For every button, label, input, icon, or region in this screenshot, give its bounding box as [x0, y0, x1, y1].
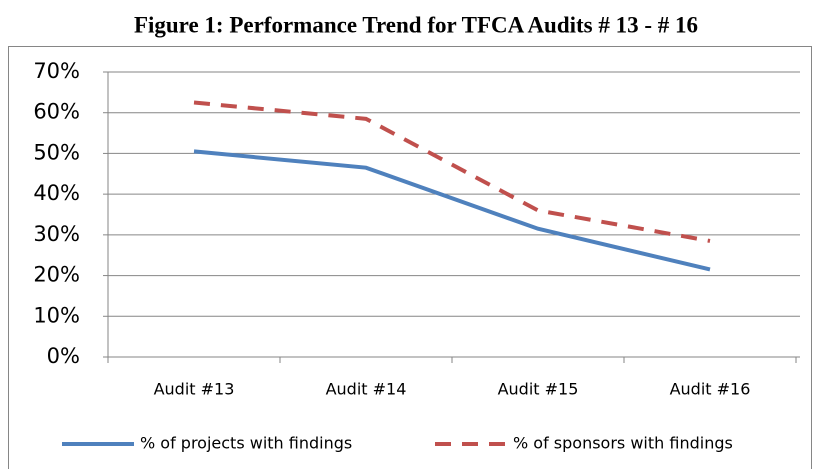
x-tick-label: Audit #16: [670, 380, 751, 399]
y-tick-label: 50%: [33, 140, 80, 164]
y-tick-label: 30%: [33, 222, 80, 246]
y-tick-label: 70%: [33, 59, 80, 83]
y-tick-label: 10%: [33, 303, 80, 327]
y-tick-label: 0%: [47, 344, 80, 368]
series-line: [193, 149, 711, 272]
legend-label: % of projects with findings: [140, 434, 352, 453]
chart-frame: [8, 46, 812, 469]
y-tick-label: 40%: [33, 181, 80, 205]
x-tick-label: Audit #14: [326, 380, 407, 399]
y-tick-label: 60%: [33, 100, 80, 124]
x-tick-label: Audit #13: [154, 380, 235, 399]
y-tick-label: 20%: [33, 263, 80, 287]
series-line: [193, 100, 711, 243]
chart-title: Figure 1: Performance Trend for TFCA Aud…: [134, 12, 698, 37]
x-tick-label: Audit #15: [498, 380, 579, 399]
legend-label: % of sponsors with findings: [513, 434, 733, 453]
